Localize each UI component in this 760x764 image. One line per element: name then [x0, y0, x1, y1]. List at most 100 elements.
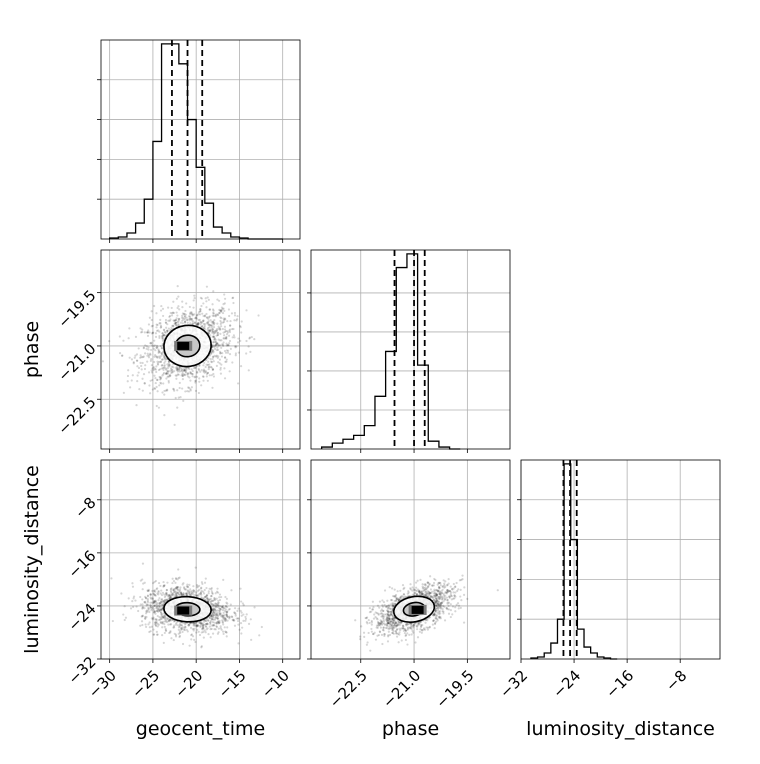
- sample-point: [146, 595, 150, 598]
- sample-point: [207, 356, 210, 360]
- sample-point: [182, 582, 185, 585]
- sample-point: [393, 595, 396, 598]
- sample-point: [184, 313, 187, 316]
- sample-point: [397, 632, 400, 636]
- sample-point: [196, 321, 200, 324]
- sample-point: [463, 586, 466, 589]
- sample-point: [245, 339, 248, 343]
- sample-point: [141, 606, 144, 609]
- sample-point: [215, 625, 218, 628]
- sample-point: [174, 321, 177, 325]
- sample-point: [143, 607, 146, 610]
- sample-point: [227, 308, 231, 311]
- sample-point: [189, 371, 192, 374]
- sample-point: [151, 597, 154, 601]
- sample-point: [194, 624, 198, 627]
- sample-point: [180, 627, 183, 630]
- sample-point: [110, 577, 113, 580]
- sample-point: [165, 326, 168, 329]
- sample-point: [385, 623, 388, 626]
- sample-point: [223, 325, 227, 328]
- sample-point: [225, 611, 229, 614]
- sample-point: [242, 619, 245, 623]
- sample-point: [160, 304, 163, 308]
- sample-point: [225, 631, 228, 634]
- sample-point: [382, 619, 386, 623]
- sample-point: [171, 592, 175, 595]
- sample-point: [189, 389, 192, 392]
- sample-point: [152, 611, 156, 614]
- sample-point: [180, 366, 183, 369]
- sample-point: [216, 605, 219, 608]
- sample-point: [370, 623, 373, 626]
- sample-point: [377, 612, 380, 615]
- sample-point: [196, 624, 199, 627]
- sample-point: [108, 340, 111, 343]
- sample-point: [460, 599, 463, 602]
- sample-point: [387, 604, 390, 607]
- sample-point: [225, 635, 228, 638]
- sample-point: [206, 622, 209, 625]
- sample-point: [220, 355, 224, 358]
- sample-point: [439, 602, 442, 606]
- sample-point: [228, 324, 232, 327]
- sample-point: [121, 354, 124, 357]
- sample-point: [159, 617, 162, 620]
- sample-point: [210, 599, 214, 602]
- sample-point: [239, 325, 242, 329]
- sample-point: [170, 592, 173, 595]
- sample-point: [206, 623, 209, 626]
- sample-point: [139, 624, 142, 627]
- sample-point: [397, 598, 400, 601]
- sample-point: [406, 623, 409, 626]
- sample-point: [219, 328, 222, 331]
- sample-point: [435, 594, 438, 598]
- sample-point: [144, 596, 148, 600]
- sample-point: [446, 589, 449, 592]
- sample-point: [185, 302, 188, 305]
- sample-point: [236, 617, 240, 620]
- sample-point: [215, 621, 218, 624]
- sample-point: [166, 617, 169, 620]
- sample-point: [171, 324, 174, 327]
- sample-point: [453, 594, 456, 597]
- sample-point: [192, 585, 195, 588]
- sample-point: [434, 592, 437, 595]
- sample-point: [195, 625, 198, 628]
- sample-point: [176, 389, 179, 392]
- sample-point: [398, 633, 401, 636]
- sample-point: [241, 626, 244, 629]
- sample-point: [216, 298, 219, 301]
- sample-point: [215, 343, 218, 346]
- sample-point: [164, 331, 167, 334]
- sample-point: [219, 350, 222, 353]
- sample-point: [199, 308, 202, 311]
- sample-point: [204, 365, 207, 369]
- sample-point: [445, 591, 448, 594]
- sample-point: [180, 593, 183, 596]
- sample-point: [431, 584, 434, 587]
- sample-point: [200, 627, 204, 630]
- sample-point: [434, 616, 437, 620]
- sample-point: [440, 591, 444, 594]
- sample-point: [171, 581, 174, 585]
- sample-point: [210, 320, 213, 324]
- sample-point: [189, 388, 192, 391]
- sample-point: [219, 368, 222, 371]
- sample-point: [152, 368, 155, 372]
- sample-point: [140, 356, 143, 359]
- sample-point: [207, 320, 210, 323]
- sample-point: [156, 605, 159, 608]
- sample-point: [219, 372, 223, 375]
- sample-point: [182, 592, 185, 595]
- sample-point: [190, 313, 193, 316]
- sample-point: [212, 610, 216, 613]
- sample-point: [150, 364, 153, 367]
- sample-point: [177, 319, 180, 322]
- sample-point: [167, 595, 170, 598]
- sample-point: [415, 624, 418, 627]
- sample-point: [221, 606, 224, 609]
- sample-point: [153, 589, 156, 592]
- sample-point: [145, 603, 148, 606]
- sample-point: [417, 590, 421, 593]
